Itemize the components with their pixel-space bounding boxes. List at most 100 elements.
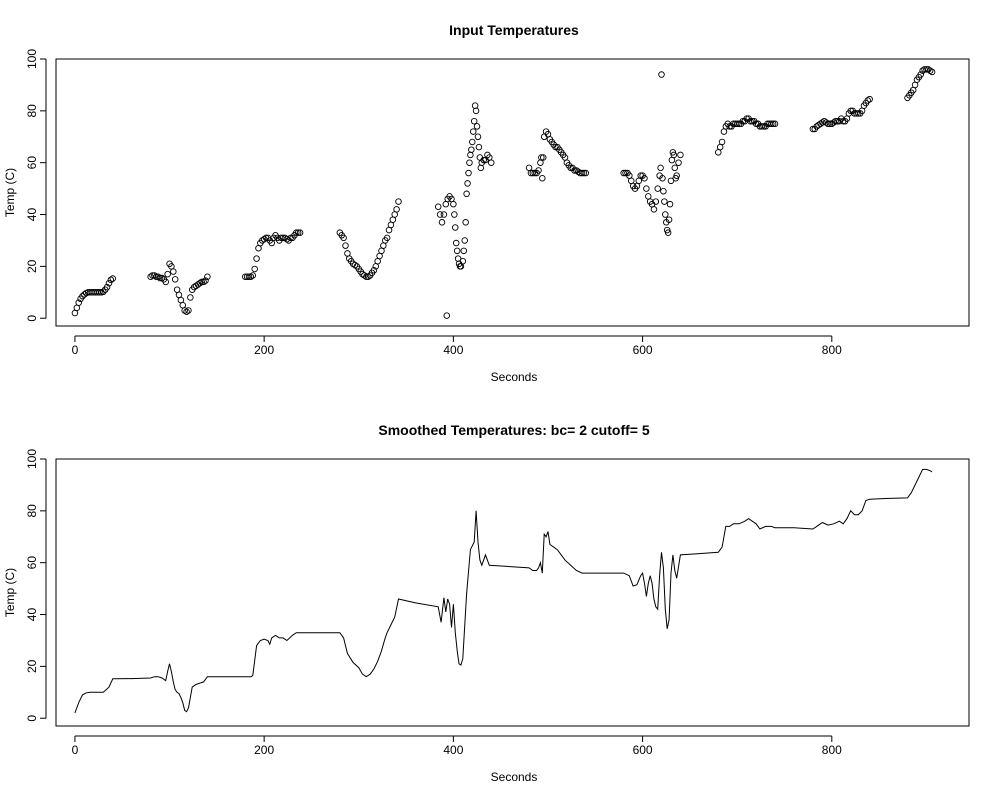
data-point (105, 279, 113, 287)
x-tick-label: 600 (633, 743, 653, 757)
x-tick-label: 400 (443, 343, 463, 357)
data-point (571, 167, 578, 174)
data-point (658, 71, 665, 78)
y-tick-label: 100 (25, 449, 39, 469)
data-point (747, 117, 754, 125)
data-point (643, 185, 650, 192)
data-point (202, 277, 209, 284)
data-point (666, 200, 674, 208)
data-point (620, 169, 627, 177)
plot-frame (55, 58, 970, 327)
data-point (866, 95, 873, 103)
data-point (383, 234, 391, 242)
y-tick-label: 100 (25, 49, 39, 69)
plot-frame (55, 458, 970, 727)
data-point (460, 247, 468, 255)
data-point (538, 154, 545, 161)
data-point (650, 206, 658, 213)
x-axis-label: Seconds (491, 370, 538, 384)
y-axis-label: Temp (C) (3, 568, 17, 617)
data-point (670, 151, 678, 159)
data-point (459, 257, 467, 265)
y-tick-label: 60 (25, 156, 39, 170)
data-point (826, 120, 834, 128)
data-point (260, 235, 268, 243)
data-point (462, 219, 469, 226)
data-point (487, 159, 495, 166)
data-point (154, 273, 162, 280)
data-point (279, 234, 287, 242)
data-point (474, 133, 482, 141)
data-point (578, 169, 586, 177)
data-point (733, 120, 741, 128)
data-point (830, 119, 837, 126)
data-point (466, 159, 473, 166)
data-point (294, 229, 302, 236)
data-point (659, 174, 666, 182)
x-tick-label: 0 (72, 743, 79, 757)
data-point (187, 294, 194, 301)
data-point (463, 190, 470, 198)
data-point (465, 169, 472, 177)
data-point (196, 279, 204, 287)
data-point (832, 117, 839, 125)
x-tick-label: 800 (822, 343, 842, 357)
data-point (471, 102, 479, 109)
x-axis: 0 200 400 600 800 (72, 735, 842, 757)
data-point (434, 203, 442, 211)
data-point (183, 308, 190, 315)
data-point (677, 151, 684, 159)
data-point (822, 119, 830, 126)
data-point (469, 128, 477, 135)
data-point (580, 169, 588, 177)
input-temperatures-plot: Input Temperatures Seconds Temp (C) 0 200… (3, 22, 970, 384)
data-point (370, 267, 378, 274)
data-point (662, 211, 669, 218)
data-point (923, 66, 930, 73)
data-point (453, 247, 461, 255)
data-point (575, 168, 582, 176)
data-point (926, 67, 934, 74)
data-point (245, 273, 253, 280)
data-point (452, 239, 460, 247)
data-point (364, 273, 372, 280)
data-point (200, 278, 207, 286)
data-point (771, 120, 779, 128)
y-tick-label: 80 (25, 504, 39, 518)
data-point (467, 151, 474, 159)
data-point (657, 164, 664, 172)
smoothed-temperatures-plot: Smoothed Temperatures: bc= 2 cutoff= 5 S… (3, 422, 970, 784)
data-point (718, 138, 726, 146)
data-point (464, 180, 471, 187)
data-point (393, 206, 400, 213)
data-point (641, 174, 648, 182)
data-point (162, 278, 169, 286)
y-tick-label: 40 (25, 208, 39, 222)
y-axis: 0 20 40 60 80 100 (25, 449, 47, 722)
y-tick-label: 20 (25, 259, 39, 273)
data-point (472, 107, 480, 115)
data-point (671, 164, 679, 172)
chart-title: Smoothed Temperatures: bc= 2 cutoff= 5 (378, 422, 649, 438)
y-tick-label: 20 (25, 659, 39, 673)
x-axis-label: Seconds (491, 770, 538, 784)
data-point (438, 219, 446, 226)
data-point (185, 307, 192, 314)
data-point (539, 154, 547, 161)
data-point (535, 167, 542, 174)
data-point (652, 198, 660, 205)
series-line (74, 468, 933, 714)
data-point (675, 159, 682, 166)
data-point (654, 185, 661, 192)
data-point (665, 216, 673, 223)
data-point (928, 68, 936, 76)
data-point (917, 71, 924, 78)
data-point (468, 146, 475, 153)
data-point (673, 172, 680, 179)
data-point (864, 97, 872, 104)
data-point (529, 169, 537, 177)
data-point (156, 274, 164, 282)
data-point (769, 120, 777, 128)
data-points (71, 66, 936, 319)
